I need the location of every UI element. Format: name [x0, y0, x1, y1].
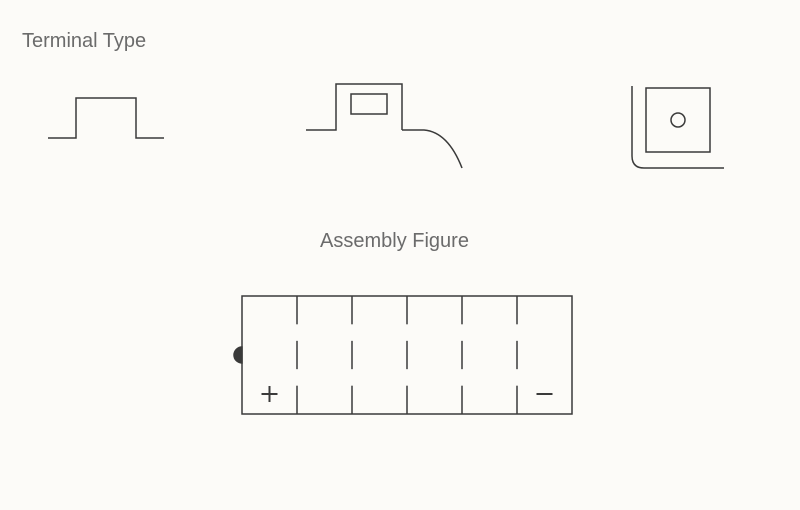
terminal-type-label: Terminal Type — [22, 30, 146, 53]
terminal-icon-side-tab-inset — [300, 76, 480, 176]
terminal-icon-side-tab — [40, 80, 180, 160]
terminal-icon-top-square-hole — [626, 82, 736, 182]
assembly-figure-label: Assembly Figure — [320, 230, 469, 253]
assembly-battery-figure — [222, 284, 582, 434]
